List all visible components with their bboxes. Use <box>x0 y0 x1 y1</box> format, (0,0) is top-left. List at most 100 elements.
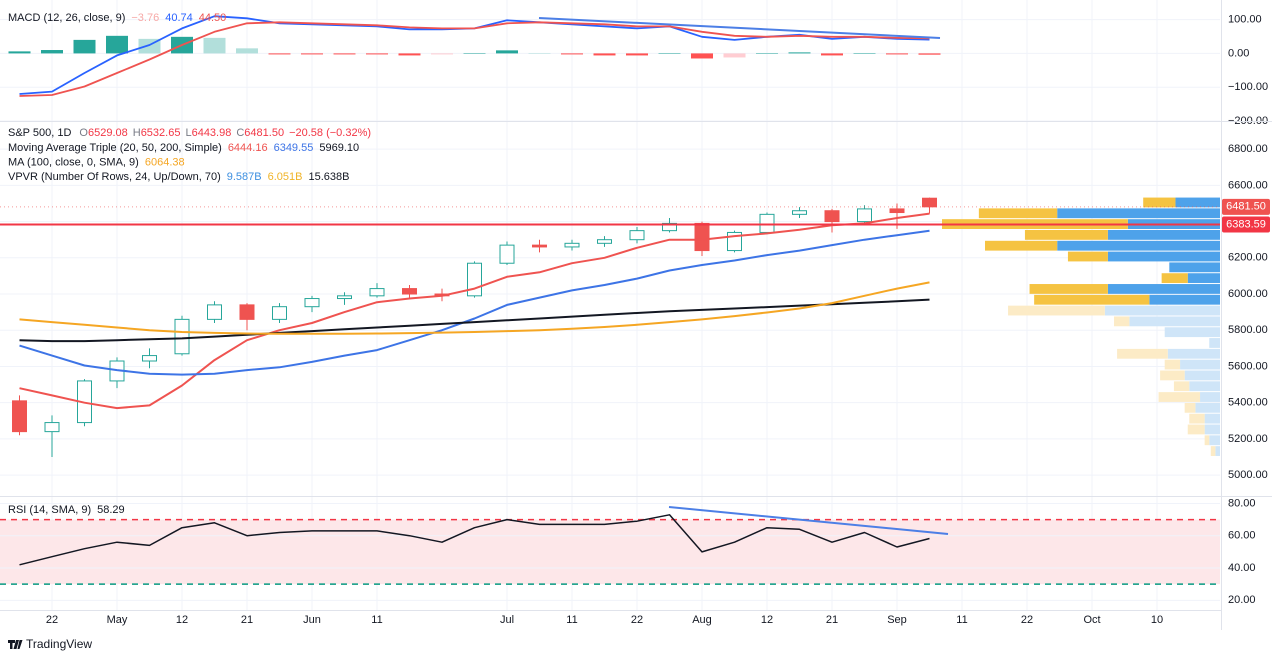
y-tick-label: 80.00 <box>1228 497 1256 509</box>
y-tick-label: 6200.00 <box>1228 252 1268 264</box>
macd-line <box>19 21 930 97</box>
volume-profile-up <box>1184 370 1220 381</box>
legend-value: 40.74 <box>165 12 193 24</box>
legend-text: L <box>185 127 191 139</box>
candle-body <box>694 222 710 252</box>
x-tick-label: May <box>107 614 128 626</box>
volume-profile-down <box>1034 294 1150 305</box>
candle-body <box>369 288 385 297</box>
legend-value: 6443.98 <box>192 127 232 139</box>
volume-profile-up <box>1175 197 1220 208</box>
histogram-bar <box>821 53 843 56</box>
volume-profile-up <box>1057 240 1220 251</box>
histogram-bar <box>236 48 258 54</box>
volume-profile-up <box>1209 338 1220 348</box>
volume-profile-down <box>1029 284 1108 294</box>
tradingview-logo <box>8 640 23 649</box>
x-tick-label: 11 <box>566 614 577 626</box>
candle-body <box>759 213 775 233</box>
volume-profile-up <box>1180 359 1220 370</box>
volume-profile-down <box>1189 413 1205 424</box>
candle-body <box>792 210 807 215</box>
candle-body <box>857 208 872 223</box>
y-tick-label: −100.00 <box>1228 81 1268 93</box>
volume-profile-down <box>985 240 1058 251</box>
histogram-bar <box>268 53 291 55</box>
candle-body <box>272 306 287 320</box>
histogram-bar <box>203 37 226 54</box>
x-tick-label: 12 <box>176 614 188 626</box>
candle-body <box>44 422 60 433</box>
histogram-bar <box>301 53 323 55</box>
legend-text: C <box>236 127 244 139</box>
candle-body <box>467 262 482 297</box>
x-tick-label: Jun <box>303 614 321 626</box>
y-tick-label: 6600.00 <box>1228 179 1268 191</box>
x-tick-label: Aug <box>692 614 712 626</box>
candle-body <box>337 295 352 300</box>
histogram-bar <box>366 53 388 55</box>
histogram-bar <box>853 53 876 54</box>
volume-profile-up <box>1129 316 1220 327</box>
histogram-bar <box>561 53 583 55</box>
volume-profile-up <box>1164 327 1220 338</box>
x-tick-label: 11 <box>956 614 967 626</box>
legend-value: 6349.55 <box>274 142 314 154</box>
volume-profile-down <box>1143 197 1176 208</box>
y-tick-label: 0.00 <box>1228 47 1249 59</box>
histogram-bar <box>431 53 453 55</box>
volume-profile-up <box>1107 284 1220 294</box>
y-tick-label: 5000.00 <box>1228 469 1268 481</box>
volume-profile-down <box>1024 229 1108 240</box>
y-tick-label: 6000.00 <box>1228 288 1268 300</box>
histogram-bar <box>8 51 31 54</box>
volume-profile-down <box>1164 359 1181 370</box>
histogram-bar <box>723 53 746 58</box>
candle-body <box>662 222 677 232</box>
histogram-bar <box>528 53 551 54</box>
candle-body <box>922 197 937 208</box>
legend-text: O <box>79 127 88 139</box>
rsi-band <box>0 519 1220 585</box>
y-tick-label: 5600.00 <box>1228 360 1268 372</box>
x-tick-label: Jul <box>500 614 514 626</box>
x-tick-label: Oct <box>1083 614 1100 626</box>
histogram-bar <box>398 53 421 56</box>
histogram-bar <box>658 53 681 54</box>
volume-profile-up <box>1107 229 1220 240</box>
histogram-bar <box>788 52 811 54</box>
histogram-bar <box>41 50 63 54</box>
volume-profile-up <box>1104 305 1220 316</box>
legend-value: 15.638B <box>309 171 350 183</box>
legend-value: 6064.38 <box>145 156 185 168</box>
moving-average-line <box>19 212 930 410</box>
volume-profile-down <box>1117 348 1168 359</box>
y-tick-label: 5200.00 <box>1228 433 1268 445</box>
y-tick-label: 6800.00 <box>1228 143 1268 155</box>
x-tick-label: 10 <box>1151 614 1163 626</box>
candle-body <box>499 244 515 264</box>
y-tick-label: 5400.00 <box>1228 397 1268 409</box>
price-tag-text: 6383.59 <box>1226 218 1266 230</box>
price-tag <box>1222 198 1270 215</box>
legend-value: 6.051B <box>268 171 303 183</box>
volume-profile-down <box>1160 370 1185 381</box>
volume-profile-down <box>1158 392 1201 402</box>
y-tick-label: 5800.00 <box>1228 324 1268 336</box>
volume-profile-up <box>1149 294 1220 305</box>
chart-layer: 22 May 12 21 Jun 11 Jul 11 22 Aug 12 21 Sep 11 22 Oct 10… <box>0 0 1270 626</box>
volume-profile-down <box>1114 316 1130 327</box>
legend-value: 6529.08 <box>88 127 128 139</box>
candle-body <box>12 400 27 433</box>
histogram-bar <box>593 53 616 56</box>
volume-profile-down <box>1173 381 1190 392</box>
candle-body <box>597 239 612 244</box>
legend-text: H <box>133 127 141 139</box>
brand-text: TradingView <box>26 637 92 651</box>
volume-profile-down <box>1210 446 1216 456</box>
legend-value: 58.29 <box>97 504 125 516</box>
trendline-drawing <box>538 17 941 39</box>
legend-text: Moving Average Triple (20, 50, 200, Simp… <box>8 142 222 154</box>
volume-profile-down <box>1187 424 1205 435</box>
